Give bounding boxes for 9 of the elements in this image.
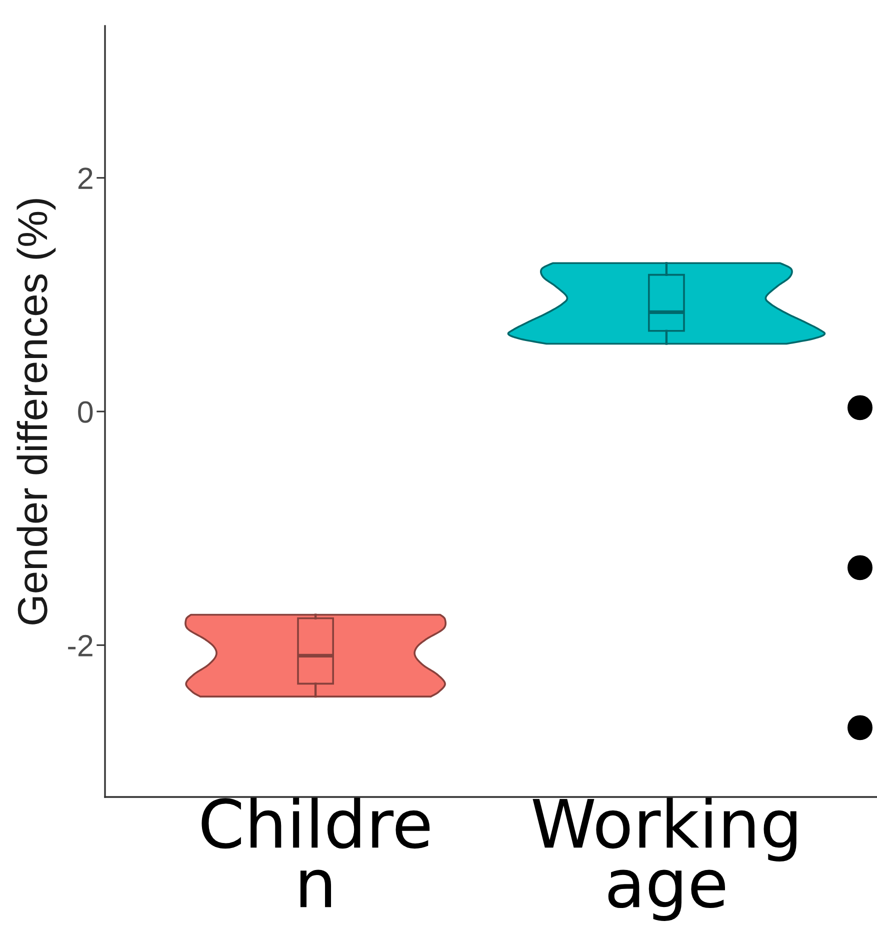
- x-tick-label: Childre n: [202, 797, 430, 908]
- y-tick-label: 2: [78, 168, 92, 189]
- y-tick-label: -2: [68, 634, 92, 656]
- y-tick-label: 0: [78, 401, 93, 423]
- annotation: •: [848, 715, 872, 740]
- annotation: •: [848, 555, 872, 580]
- annotation: •: [848, 395, 872, 420]
- y-axis-title: Gender differences (%): [16, 199, 56, 624]
- x-tick-label: Working age: [532, 797, 796, 921]
